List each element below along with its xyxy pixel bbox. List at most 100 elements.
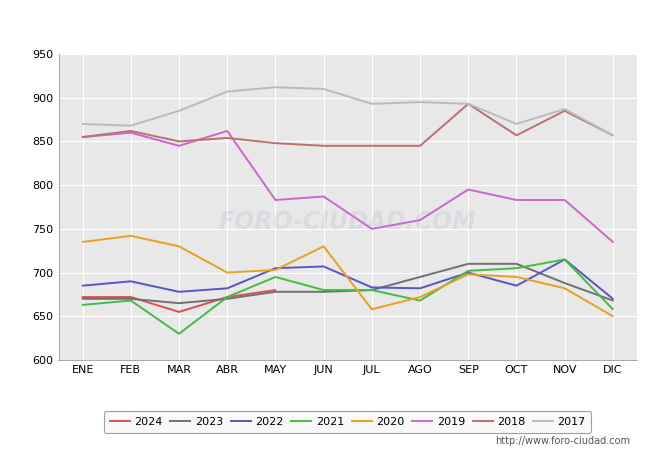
2017 [513,121,521,126]
2022 [272,266,280,271]
Legend: 2024, 2023, 2022, 2021, 2020, 2019, 2018, 2017: 2024, 2023, 2022, 2021, 2020, 2019, 2018… [104,411,592,432]
2017 [79,121,86,126]
2018 [175,139,183,144]
Line: 2018: 2018 [83,104,613,146]
2020 [127,233,135,238]
Line: 2020: 2020 [83,236,613,316]
2019 [464,187,472,192]
2023 [272,289,280,294]
2022 [127,279,135,284]
2019 [513,197,521,202]
2021 [127,298,135,303]
2019 [561,197,569,202]
2019 [320,194,328,199]
2018 [127,128,135,134]
2023 [175,301,183,306]
Line: 2023: 2023 [83,264,613,303]
2021 [609,306,617,312]
2019 [127,130,135,135]
2018 [224,135,231,141]
2021 [513,266,521,271]
2019 [609,239,617,245]
2017 [368,101,376,107]
2019 [272,197,280,202]
2020 [368,306,376,312]
2023 [127,296,135,302]
2021 [79,302,86,308]
2020 [224,270,231,275]
2019 [416,217,424,223]
2017 [272,85,280,90]
2022 [464,270,472,275]
2024 [127,294,135,300]
2023 [609,298,617,303]
2017 [224,89,231,94]
2020 [416,294,424,300]
2023 [368,288,376,293]
2017 [127,123,135,128]
2020 [79,239,86,245]
2017 [464,101,472,107]
2021 [464,268,472,274]
2018 [368,143,376,148]
2022 [224,286,231,291]
2023 [320,289,328,294]
Text: Afiliados en Quel a 31/5/2024: Afiliados en Quel a 31/5/2024 [181,11,469,30]
2021 [320,288,328,293]
2020 [175,243,183,249]
2020 [320,243,328,249]
2018 [320,143,328,148]
2017 [561,106,569,112]
2023 [416,274,424,279]
2023 [561,280,569,286]
2022 [561,257,569,262]
2023 [79,296,86,302]
2021 [416,298,424,303]
2019 [368,226,376,232]
2017 [320,86,328,92]
2024 [272,288,280,293]
Line: 2017: 2017 [83,87,613,135]
2023 [464,261,472,266]
Text: http://www.foro-ciudad.com: http://www.foro-ciudad.com [495,436,630,446]
2022 [175,289,183,294]
2022 [79,283,86,288]
2022 [513,283,521,288]
Line: 2022: 2022 [83,260,613,299]
2018 [464,101,472,107]
2021 [561,257,569,262]
2021 [175,331,183,337]
2019 [175,143,183,148]
2020 [464,272,472,277]
2020 [609,314,617,319]
2020 [272,267,280,273]
2018 [609,133,617,138]
2024 [224,294,231,300]
2018 [416,143,424,148]
2019 [79,135,86,140]
2023 [224,296,231,302]
2022 [416,286,424,291]
2017 [416,99,424,105]
2022 [320,264,328,269]
Text: FORO-CIUDAD.COM: FORO-CIUDAD.COM [219,210,476,234]
2021 [272,274,280,279]
2017 [175,108,183,113]
Line: 2024: 2024 [83,290,276,312]
2018 [561,108,569,113]
2024 [175,309,183,315]
2020 [561,286,569,291]
2018 [79,135,86,140]
2022 [609,296,617,302]
2022 [368,285,376,290]
Line: 2021: 2021 [83,260,613,334]
2021 [224,294,231,300]
2020 [513,274,521,279]
2024 [79,294,86,300]
2021 [368,288,376,293]
2018 [513,133,521,138]
2023 [513,261,521,266]
2017 [609,133,617,138]
2018 [272,140,280,146]
2019 [224,128,231,134]
